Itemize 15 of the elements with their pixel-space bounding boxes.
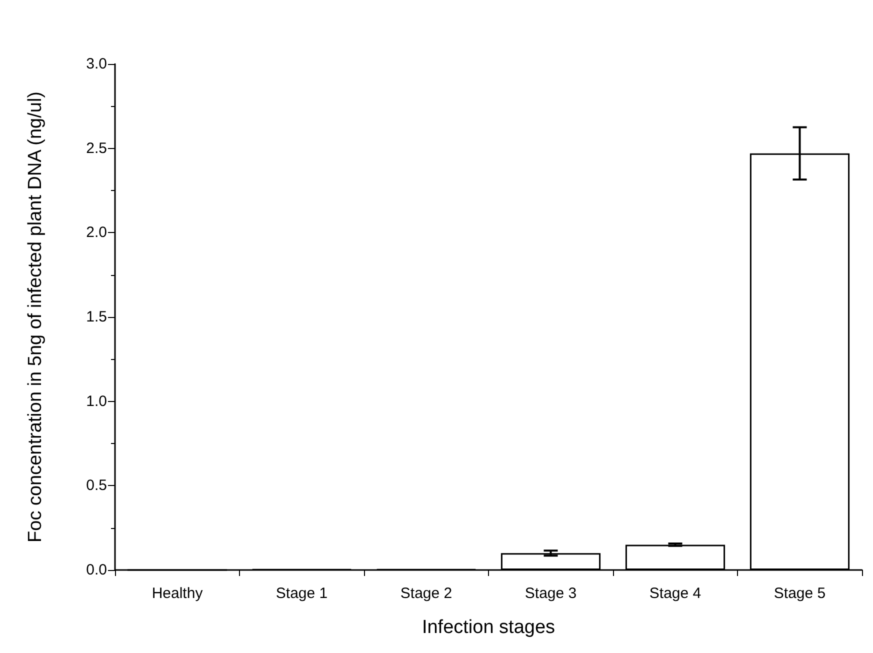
x-tick-label: Stage 2 — [400, 585, 452, 602]
x-tick-label: Stage 1 — [276, 585, 328, 602]
x-tick-label: Healthy — [152, 585, 204, 602]
y-axis-title: Foc concentration in 5ng of infected plant DNA (ng/ul) — [25, 92, 46, 542]
y-tick-label: 0.0 — [86, 562, 107, 578]
x-tick-label: Stage 5 — [774, 585, 826, 602]
y-tick-label: 3.0 — [86, 56, 107, 72]
y-tick-label: 1.5 — [86, 308, 107, 326]
x-tick-label: Stage 3 — [524, 585, 577, 602]
x-tick-label: Stage 4 — [649, 585, 702, 602]
y-tick-label: 2.0 — [86, 224, 107, 242]
y-tick-label: 2.5 — [86, 140, 107, 157]
y-tick-label: 1.0 — [86, 392, 107, 410]
x-axis-title: Infection stages — [422, 617, 556, 638]
y-tick-label: 0.5 — [86, 477, 107, 494]
